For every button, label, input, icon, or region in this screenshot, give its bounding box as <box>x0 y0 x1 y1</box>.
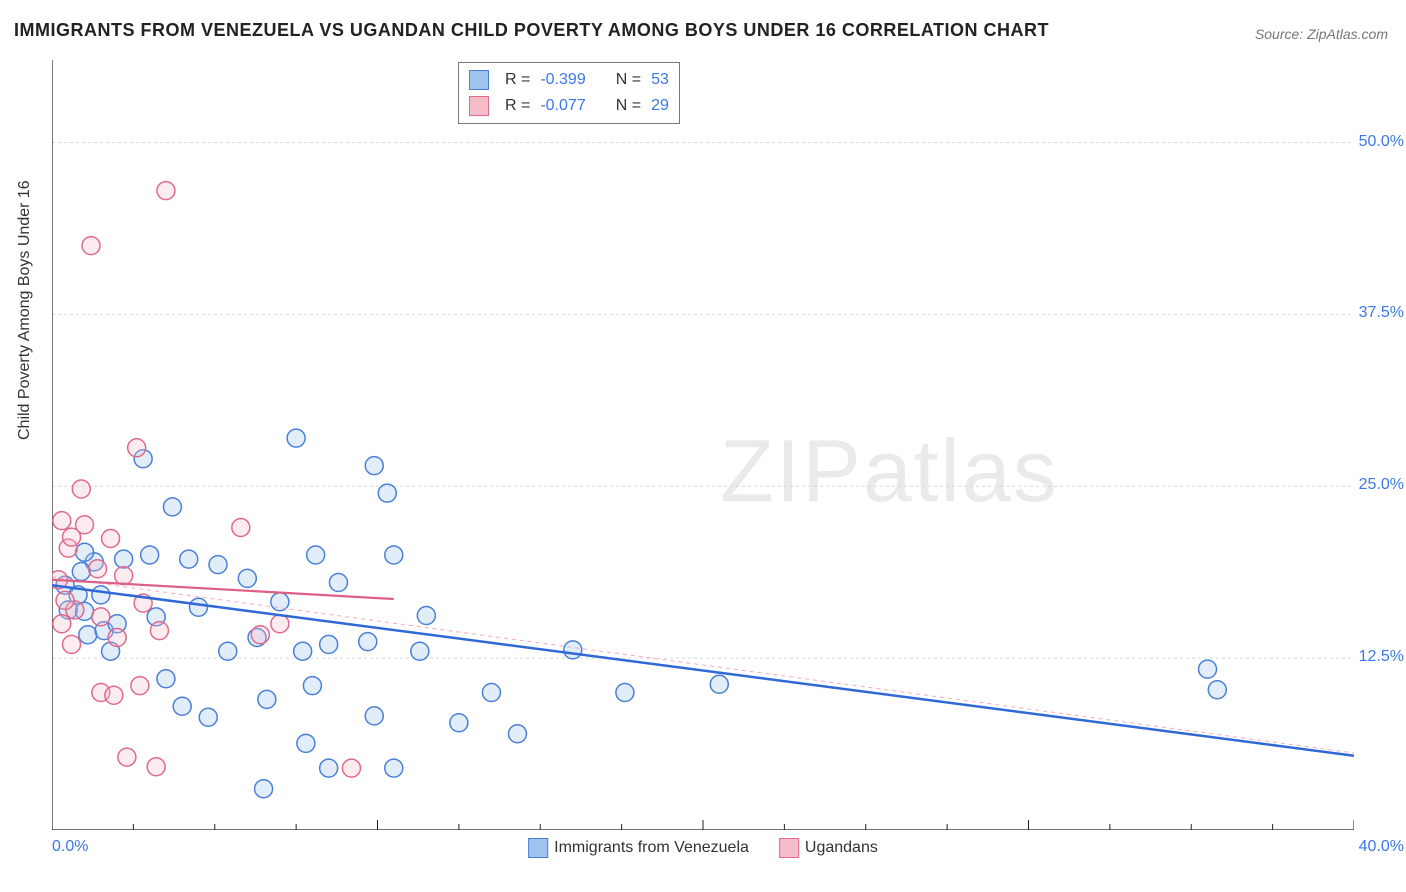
legend-swatch <box>779 838 799 858</box>
r-value: -0.399 <box>540 67 585 93</box>
n-value: 29 <box>651 93 669 119</box>
plot-area: R =-0.399N =53R =-0.077N =29 12.5%25.0%3… <box>52 60 1354 830</box>
y-tick: 37.5% <box>1359 304 1404 322</box>
legend-swatch <box>469 96 489 116</box>
x-tick-right: 40.0% <box>1359 838 1404 856</box>
r-label: R = <box>505 93 530 119</box>
source-link[interactable]: ZipAtlas.com <box>1307 26 1388 42</box>
source-prefix: Source: <box>1255 26 1307 42</box>
r-value: -0.077 <box>540 93 585 119</box>
series-legend: Immigrants from Venezuela Ugandans <box>528 838 878 858</box>
n-label: N = <box>616 67 641 93</box>
x-tick-left: 0.0% <box>52 838 88 856</box>
legend-item: Ugandans <box>779 838 878 858</box>
y-tick: 12.5% <box>1359 648 1404 666</box>
r-label: R = <box>505 67 530 93</box>
y-tick: 25.0% <box>1359 476 1404 494</box>
y-axis-label: Child Poverty Among Boys Under 16 <box>16 180 34 440</box>
stats-row: R = -0.077 N = 29 <box>469 93 669 119</box>
legend-swatch <box>528 838 548 858</box>
n-label: N = <box>616 93 641 119</box>
legend-item: Immigrants from Venezuela <box>528 838 749 858</box>
n-value: 53 <box>651 67 669 93</box>
legend-label: Immigrants from Venezuela <box>554 839 749 856</box>
stats-legend: R = -0.399 N = 53 R = -0.077 N = 29 <box>458 62 680 124</box>
legend-label: Ugandans <box>805 839 878 856</box>
stats-row: R = -0.399 N = 53 <box>469 67 669 93</box>
source-label: Source: ZipAtlas.com <box>1255 26 1388 42</box>
chart-title: IMMIGRANTS FROM VENEZUELA VS UGANDAN CHI… <box>14 20 1049 41</box>
plot-svg <box>52 60 1354 830</box>
legend-swatch <box>469 70 489 90</box>
y-tick: 50.0% <box>1359 133 1404 151</box>
